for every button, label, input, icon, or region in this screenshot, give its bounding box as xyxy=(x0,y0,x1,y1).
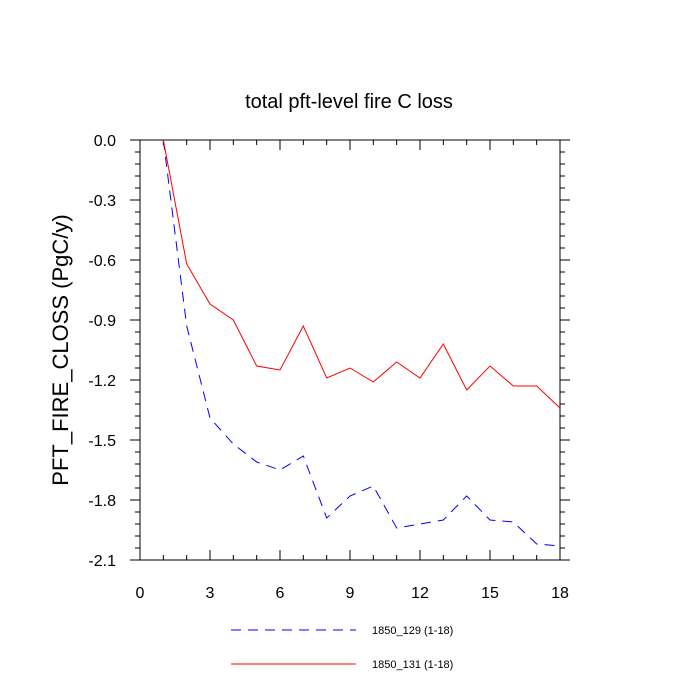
y-tick-label: 0.0 xyxy=(94,133,116,150)
x-tick-label: 9 xyxy=(346,585,355,602)
legend-label: 1850_129 (1-18) xyxy=(372,625,453,637)
legend-label: 1850_131 (1-18) xyxy=(372,659,453,671)
y-tick-label: -1.5 xyxy=(88,433,116,450)
plot-frame xyxy=(139,139,561,561)
y-tick-label: -1.2 xyxy=(88,373,116,390)
y-axis-label: PFT_FIRE_CLOSS (PgC/y) xyxy=(48,214,73,485)
x-tick-label: 6 xyxy=(276,585,285,602)
chart-title: total pft-level fire C loss xyxy=(245,91,453,113)
y-tick-label: -1.8 xyxy=(88,493,116,510)
series-line-1 xyxy=(162,139,561,409)
x-tick-label: 18 xyxy=(551,585,569,602)
x-tick-label: 15 xyxy=(481,585,499,602)
x-tick-label: 0 xyxy=(136,585,145,602)
series-lines xyxy=(162,139,561,547)
y-tick-label: -2.1 xyxy=(88,553,116,570)
x-tick-label: 3 xyxy=(206,585,215,602)
y-tick-label: -0.6 xyxy=(88,253,116,270)
x-tick-label: 12 xyxy=(411,585,429,602)
y-tick-label: -0.3 xyxy=(88,193,116,210)
series-line-0 xyxy=(162,139,561,547)
y-tick-label: -0.9 xyxy=(88,313,116,330)
axis-ticks: 0 3 6 9 12 15 18 0.0 -0.3 -0.6 -0.9 -1.2 -1.5 -1.8 -2.… xyxy=(88,133,570,602)
legend: 1850_129 (1-18) 1850_131 (1-18) xyxy=(231,625,453,671)
